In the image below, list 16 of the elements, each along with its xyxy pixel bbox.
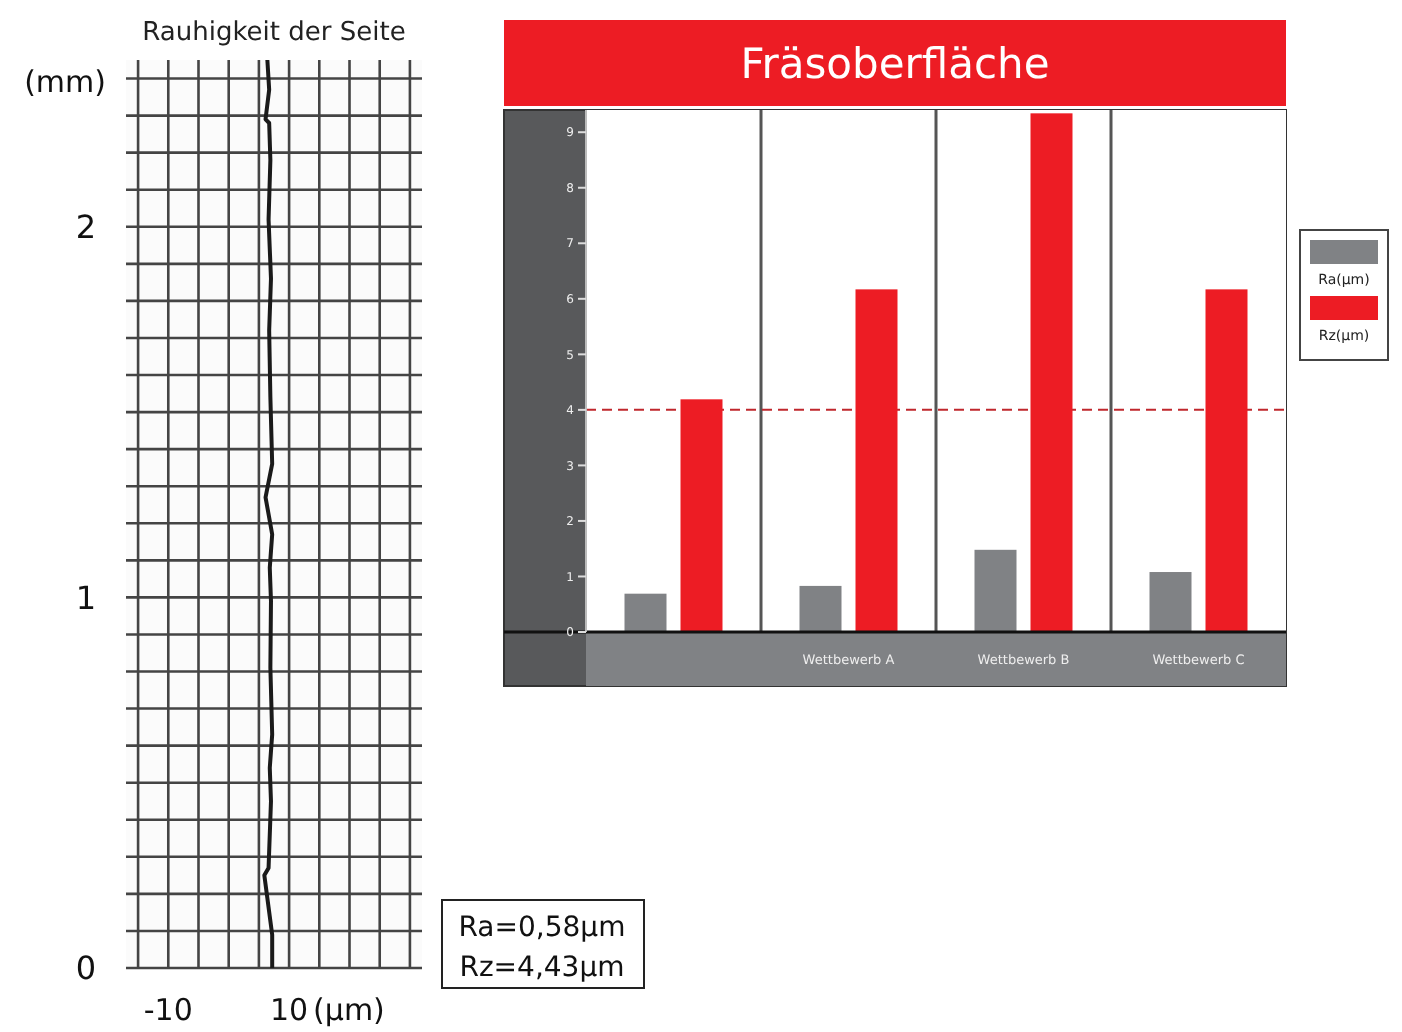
x-tick-label: 10: [270, 992, 309, 1028]
text: Rz=4,43μm: [459, 952, 625, 984]
bar: [1205, 289, 1248, 632]
x-tick-label: -10: [143, 992, 193, 1028]
bar: [680, 399, 723, 632]
bar: [855, 289, 898, 632]
chart-title: Fräsoberfläche: [740, 40, 1050, 88]
text: Ra=0,58μm: [458, 912, 626, 944]
y-tick-label: 0: [75, 949, 97, 988]
x-axis-title: (μm): [313, 992, 385, 1028]
y-tick-label: 1: [75, 578, 97, 617]
y-tick-label: 2: [75, 207, 97, 246]
bar: [1030, 113, 1073, 632]
y-axis-title: (mm): [24, 64, 106, 100]
chart-title: Rauhigkeit der Seite: [142, 18, 406, 48]
line-series: [262, 58, 275, 970]
